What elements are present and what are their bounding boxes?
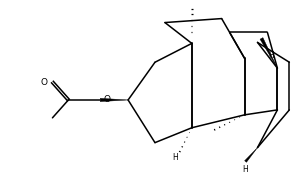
Text: H: H: [243, 165, 248, 174]
Polygon shape: [100, 98, 128, 102]
Text: H: H: [269, 51, 274, 60]
Polygon shape: [245, 148, 257, 162]
Text: H: H: [172, 153, 178, 162]
Text: O: O: [41, 78, 48, 87]
Text: O: O: [104, 96, 111, 104]
Polygon shape: [260, 38, 277, 68]
